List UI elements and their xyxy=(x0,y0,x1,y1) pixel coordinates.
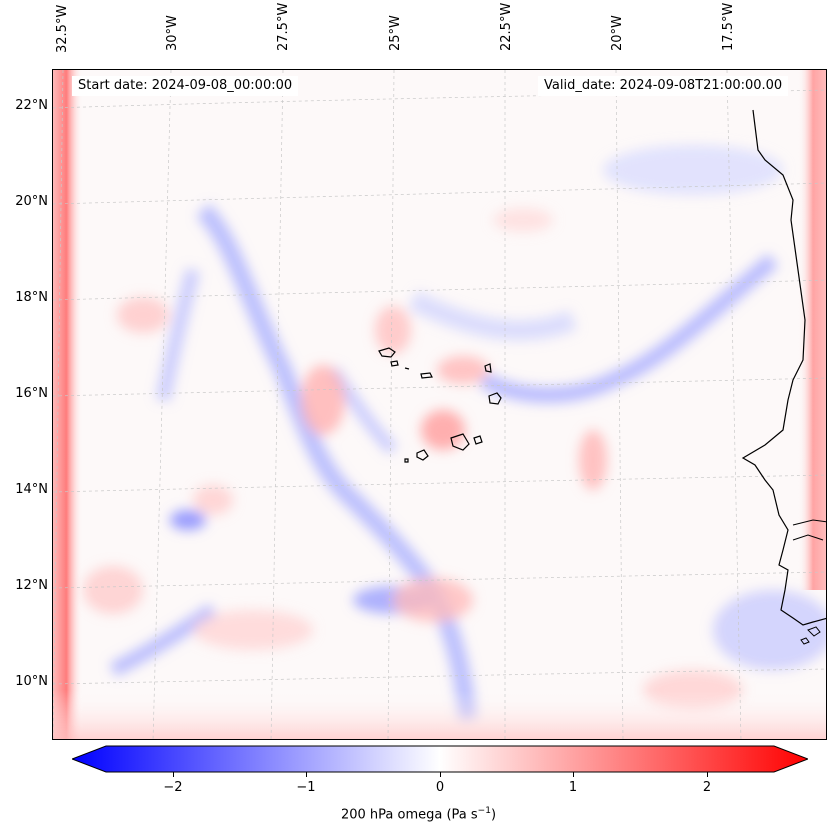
lon-label-22-5w: 22.5°W xyxy=(499,2,514,51)
map-canvas xyxy=(53,70,826,739)
lat-label-14n: 14°N xyxy=(15,482,48,497)
lat-label-22n: 22°N xyxy=(15,98,48,113)
lat-label-10n: 10°N xyxy=(15,674,48,689)
start-date-label: Start date: 2024-09-08_00:00:00 xyxy=(72,76,299,96)
lon-label-30w: 30°W xyxy=(165,15,180,51)
lon-label-27-5w: 27.5°W xyxy=(276,2,291,51)
african-coastline xyxy=(741,109,826,626)
cbar-tick-m1: −1 xyxy=(296,780,316,795)
cbar-tickmark-1 xyxy=(573,772,574,777)
cbar-tick-2: 2 xyxy=(702,780,712,795)
valid-date-label: Valid_date: 2024-09-08T21:00:00.00 xyxy=(538,76,789,96)
gambia-border xyxy=(792,519,826,526)
lat-label-20n: 20°N xyxy=(15,194,48,209)
lon-label-32-5w: 32.5°W xyxy=(55,4,70,53)
cbar-tick-m2: −2 xyxy=(163,780,183,795)
lat-label-18n: 18°N xyxy=(15,290,48,305)
cbar-tick-0: 0 xyxy=(435,780,445,795)
colorbar xyxy=(70,745,810,773)
bijagos-islands xyxy=(800,626,821,645)
cbar-tick-1: 1 xyxy=(568,780,578,795)
coast-inlet xyxy=(792,534,824,541)
lat-label-12n: 12°N xyxy=(15,578,48,593)
graticule xyxy=(53,70,826,739)
lat-label-16n: 16°N xyxy=(15,386,48,401)
lon-label-17-5w: 17.5°W xyxy=(721,2,736,51)
omega-field-shading xyxy=(83,145,826,721)
lon-label-25w: 25°W xyxy=(388,15,403,51)
cape-verde-islands xyxy=(378,347,502,463)
cbar-tickmark-0 xyxy=(440,772,441,777)
cbar-tickmark-m2 xyxy=(173,772,174,777)
colorbar-label: 200 hPa omega (Pa s−1) xyxy=(340,806,497,823)
cbar-tickmark-2 xyxy=(707,772,708,777)
omega-field-map xyxy=(52,69,827,740)
lon-label-20w: 20°W xyxy=(610,15,625,51)
cbar-tickmark-m1 xyxy=(306,772,307,777)
